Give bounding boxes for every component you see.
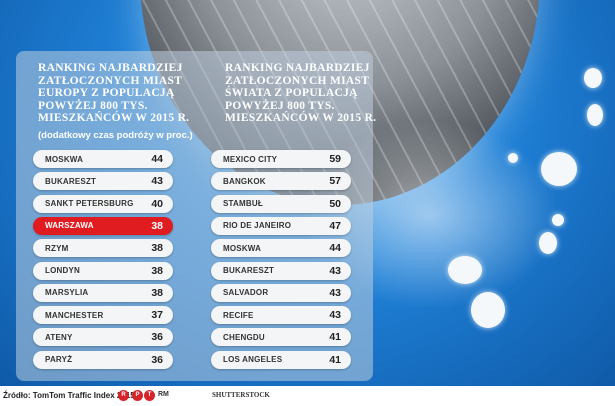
ranking-panel xyxy=(16,51,373,381)
world-row: MEXICO CITY 59 xyxy=(211,150,351,168)
world-city-label: STAMBUŁ xyxy=(223,199,263,209)
europe-value-label: 36 xyxy=(151,331,163,344)
europe-value-label: 38 xyxy=(151,219,163,232)
europe-row: PARYŻ 36 xyxy=(33,350,173,369)
world-value-label: 57 xyxy=(329,175,341,188)
world-city-label: RECIFE xyxy=(223,310,254,320)
world-city-label: CHENGDU xyxy=(223,332,265,342)
europe-value-label: 44 xyxy=(151,153,163,165)
stock-credit: SHUTTERSTOCK xyxy=(212,391,270,399)
europe-city-label: RZYM xyxy=(45,243,69,253)
europe-city-label: MANCHESTER xyxy=(45,310,104,320)
world-row: STAMBUŁ 50 xyxy=(211,194,351,213)
europe-city-label: MOSKWA xyxy=(45,154,84,164)
europe-row: BUKARESZT 43 xyxy=(33,172,173,191)
europe-value-label: 38 xyxy=(151,286,163,299)
publisher-logo: T xyxy=(144,390,155,401)
world-city-label: RIO DE JANEIRO xyxy=(223,221,292,231)
world-row: BANGKOK 57 xyxy=(211,172,351,191)
cloud xyxy=(448,256,482,284)
unit-note: (dodatkowy czas podróży w proc.) xyxy=(38,130,193,141)
world-row: RIO DE JANEIRO 47 xyxy=(211,216,351,235)
europe-row: MANCHESTER 37 xyxy=(33,306,173,325)
cloud xyxy=(552,214,564,226)
world-row: CHENGDU 41 xyxy=(211,328,351,347)
europe-row: RZYM 38 xyxy=(33,239,173,258)
world-city-label: SALVADOR xyxy=(223,288,269,298)
europe-row: WARSZAWA 38 xyxy=(33,216,173,235)
world-value-label: 41 xyxy=(329,353,341,366)
world-value-label: 50 xyxy=(329,197,341,210)
europe-city-label: MARSYLIA xyxy=(45,288,89,298)
cloud xyxy=(471,292,505,328)
world-city-label: LOS ANGELES xyxy=(223,355,283,365)
cloud xyxy=(541,152,577,186)
europe-city-label: WARSZAWA xyxy=(45,221,94,231)
europe-city-label: ATENY xyxy=(45,332,73,342)
world-city-label: MOSKWA xyxy=(223,243,262,253)
world-value-label: 41 xyxy=(329,331,341,344)
world-value-label: 47 xyxy=(329,219,341,232)
europe-value-label: 36 xyxy=(151,353,163,366)
europe-value-label: 40 xyxy=(151,197,163,210)
world-row: LOS ANGELES 41 xyxy=(211,350,351,369)
europe-value-label: 38 xyxy=(151,242,163,255)
publisher-logo: P xyxy=(132,390,143,401)
europe-value-label: 37 xyxy=(151,309,163,322)
world-value-label: 43 xyxy=(329,309,341,322)
world-value-label: 59 xyxy=(329,153,341,165)
europe-row: SANKT PETERSBURG 40 xyxy=(33,194,173,213)
europe-row: MOSKWA 44 xyxy=(33,150,173,168)
europe-value-label: 43 xyxy=(151,175,163,188)
europe-row: MARSYLIA 38 xyxy=(33,283,173,302)
world-ranking-title: RANKING NAJBARDZIEJ ZATŁOCZONYCH MIAST Ś… xyxy=(225,62,377,124)
cloud xyxy=(539,232,557,254)
cloud xyxy=(584,68,602,88)
europe-city-label: LONDYN xyxy=(45,266,80,275)
europe-row: ATENY 36 xyxy=(33,328,173,347)
europe-city-label: PARYŻ xyxy=(45,355,73,365)
world-value-label: 43 xyxy=(329,264,341,277)
world-value-label: 44 xyxy=(329,242,341,255)
source-note: Źródło: TomTom Traffic Index 2015 xyxy=(3,391,135,400)
world-city-label: BANGKOK xyxy=(223,176,266,186)
background-photo: RANKING NAJBARDZIEJ ZATŁOCZONYCH MIAST E… xyxy=(0,0,615,386)
europe-value-label: 38 xyxy=(151,264,163,277)
world-city-label: MEXICO CITY xyxy=(223,154,278,164)
footer: Źródło: TomTom Traffic Index 2015 R P T … xyxy=(0,386,615,406)
world-city-label: BUKARESZT xyxy=(223,266,275,275)
world-row: SALVADOR 43 xyxy=(211,283,351,302)
rm-mark: RM xyxy=(158,391,169,398)
publisher-logo: R xyxy=(118,390,129,401)
world-row: BUKARESZT 43 xyxy=(211,261,351,280)
europe-city-label: BUKARESZT xyxy=(45,176,97,186)
world-row: RECIFE 43 xyxy=(211,306,351,325)
cloud xyxy=(508,153,518,163)
europe-row: LONDYN 38 xyxy=(33,261,173,280)
europe-ranking-title: RANKING NAJBARDZIEJ ZATŁOCZONYCH MIAST E… xyxy=(38,62,190,124)
world-value-label: 43 xyxy=(329,286,341,299)
world-row: MOSKWA 44 xyxy=(211,239,351,258)
cloud xyxy=(587,104,603,126)
europe-city-label: SANKT PETERSBURG xyxy=(45,199,134,209)
